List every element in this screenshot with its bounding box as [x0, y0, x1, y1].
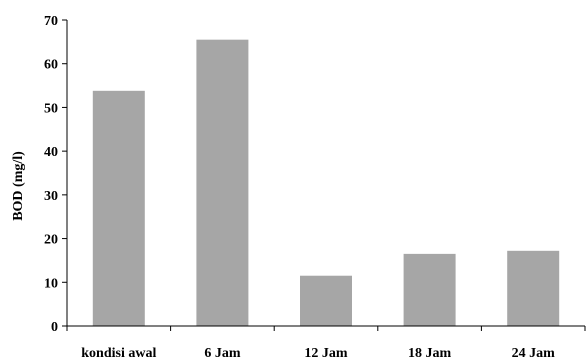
y-tick-label-40: 40 [44, 145, 58, 160]
bar-2 [196, 39, 249, 327]
y-tick-label-10: 10 [44, 276, 58, 291]
y-tick-label-0: 0 [51, 320, 58, 335]
x-tick-label-1: kondisi awal [81, 346, 156, 361]
x-tick-label-3: 12 Jam [304, 346, 348, 361]
y-tick-label-60: 60 [44, 58, 58, 73]
bar-3 [300, 275, 352, 326]
bar-5 [507, 250, 560, 326]
x-tick-label-5: 24 Jam [512, 346, 556, 361]
y-tick-label-50: 50 [44, 101, 58, 116]
y-tick-label-20: 20 [44, 233, 58, 248]
bar-1 [92, 90, 145, 327]
y-tick-label-30: 30 [44, 189, 58, 204]
y-axis-title: BOD (mg/l) [11, 151, 26, 221]
x-tick-label-4: 18 Jam [408, 346, 452, 361]
y-tick-label-70: 70 [44, 14, 58, 29]
bar-4 [403, 253, 456, 326]
x-tick-label-2: 6 Jam [204, 346, 241, 361]
plot-area: 0 10 20 30 40 50 60 70 kondisi awal 6 Jam 12 Jam 18… [44, 14, 586, 361]
